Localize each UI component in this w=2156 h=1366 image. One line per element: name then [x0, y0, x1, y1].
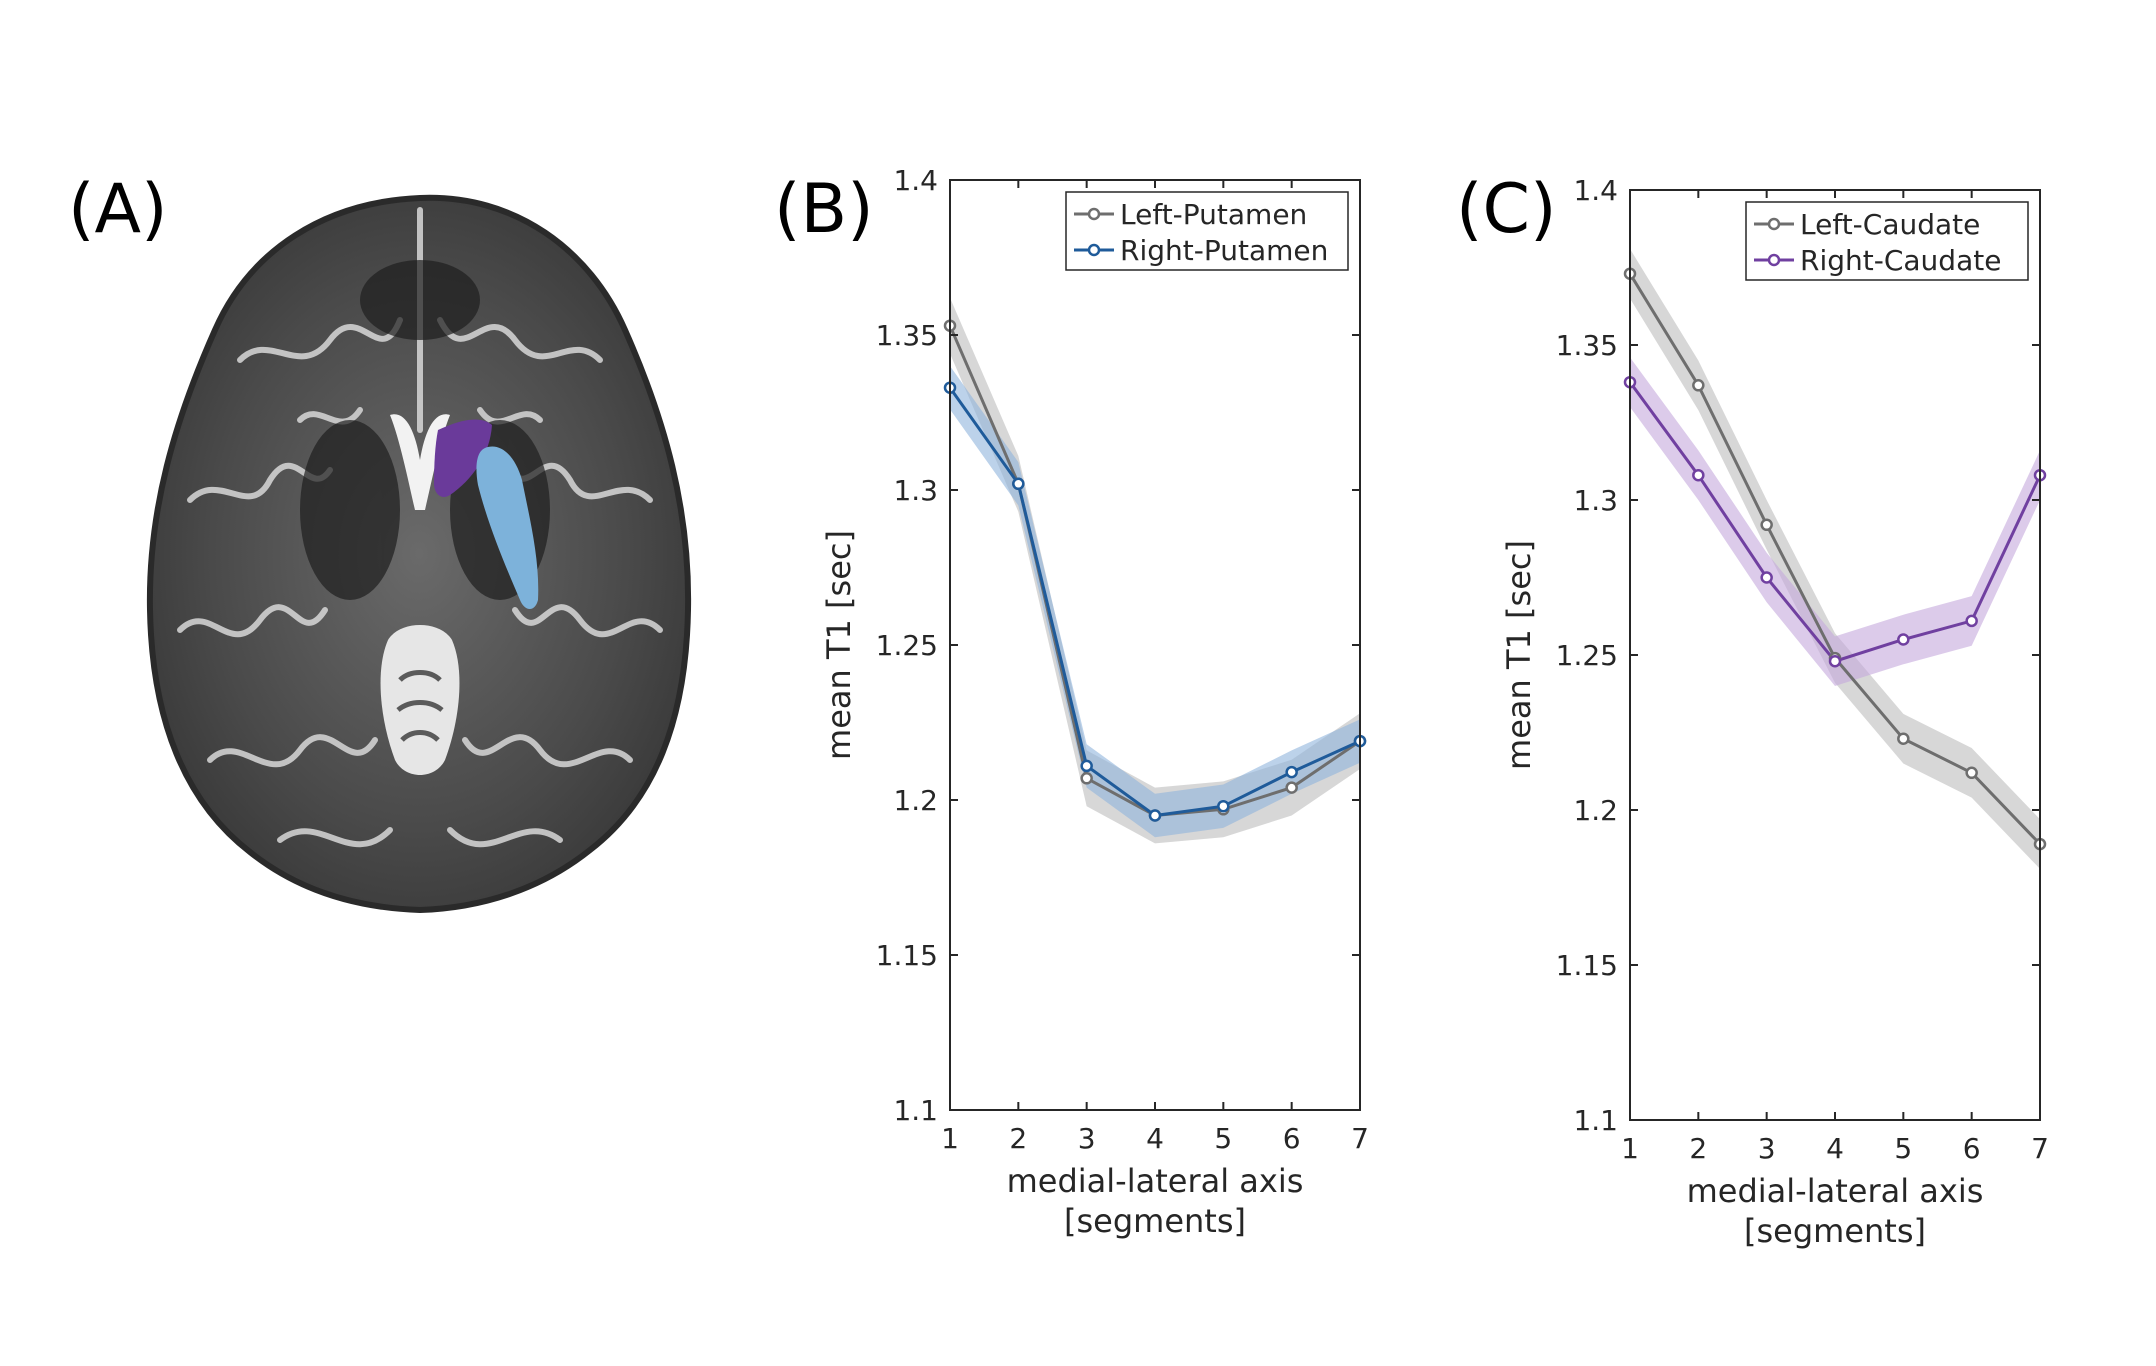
- chart-c-legend-marker: [1767, 253, 1781, 267]
- chart-b-series-0-error-band: [950, 297, 1360, 844]
- chart-b-xtick-label: 4: [1146, 1122, 1164, 1155]
- chart-c-series-1-point: [1828, 654, 1842, 668]
- chart-b-xlabel-units: [segments]: [1064, 1202, 1246, 1240]
- chart-c-xtick-label: 3: [1758, 1132, 1776, 1165]
- chart-b-series-0-point: [1285, 781, 1298, 794]
- caudate-region: [434, 419, 492, 497]
- chart-b-xtick-label: 5: [1214, 1122, 1232, 1155]
- brain-outline: [146, 194, 692, 914]
- chart-c-series-0-point: [1760, 518, 1773, 532]
- chart-c-xtick-label: 4: [1826, 1132, 1844, 1165]
- chart-b-legend-marker: [1087, 243, 1101, 257]
- chart-b-xtick-label: 2: [1009, 1122, 1027, 1155]
- chart-c-ytick-label: 1.25: [1556, 639, 1618, 672]
- chart-c-legend-box: [1745, 201, 2029, 281]
- chart-c-ytick-label: 1.1: [1573, 1104, 1618, 1137]
- chart-c-xtick-label: 5: [1894, 1132, 1912, 1165]
- chart-c-ytick-label: 1.2: [1573, 794, 1618, 827]
- chart-b-series-1-point: [1012, 477, 1025, 491]
- chart-b-series-0-point: [1080, 772, 1093, 785]
- chart-c-xtick-label: 7: [2031, 1132, 2049, 1165]
- chart-c-series-1-error-band: [1630, 357, 2040, 686]
- chart-b-ytick-label: 1.15: [876, 939, 938, 972]
- chart-c-xtick-label: 2: [1689, 1132, 1707, 1165]
- chart-b-xtick-label: 1: [941, 1122, 959, 1155]
- chart-b-ytick-label: 1.4: [893, 164, 938, 197]
- chart-c-series-0-point: [1692, 379, 1705, 392]
- chart-c-xlabel-units: [segments]: [1744, 1212, 1926, 1250]
- chart-b-legend-box: [1065, 191, 1349, 271]
- ventricle-frontal: [390, 414, 450, 510]
- chart-b-xlabel: medial-lateral axis: [1007, 1162, 1304, 1200]
- chart-b-xtick-label: 7: [1351, 1122, 1369, 1155]
- chart-c-xtick-label: 1: [1621, 1132, 1639, 1165]
- chart-c-series-1-point: [1897, 633, 1910, 646]
- chart-b-series-1-error-band: [950, 366, 1360, 838]
- chart-c-series-1-point: [1692, 468, 1705, 482]
- chart-b-series-0-line: [948, 325, 1361, 818]
- chart-c: 1.1 1.15 1.2 1.25 1.3 1.35 1.4 1 2 3 4 5 6 7 mean T1…: [1500, 174, 2049, 1250]
- chart-b-series-1-point: [1080, 759, 1093, 773]
- chart-c-ytick-label: 1.4: [1573, 174, 1618, 207]
- chart-c-series-0-point: [1965, 766, 1978, 780]
- panel-label-a: (A): [68, 170, 168, 249]
- panel-label-b: (B): [774, 170, 874, 249]
- chart-b-legend-label: Left-Putamen: [1120, 198, 1307, 231]
- chart-b-ytick-label: 1.1: [893, 1094, 938, 1127]
- chart-c-legend-label: Left-Caudate: [1800, 208, 1980, 241]
- chart-b-axes-box: [949, 179, 1361, 1111]
- chart-c-series-0-error-band: [1630, 248, 2040, 869]
- chart-c-legend-label: Right-Caudate: [1800, 244, 2001, 277]
- chart-c-series-1-point: [1965, 614, 1978, 628]
- chart-b-ylabel: mean T1 [sec]: [820, 530, 858, 760]
- chart-c-xlabel: medial-lateral axis: [1687, 1172, 1984, 1210]
- chart-c-legend-marker: [1767, 217, 1781, 231]
- chart-c-ylabel: mean T1 [sec]: [1500, 540, 1538, 770]
- chart-c-ytick-label: 1.3: [1573, 484, 1618, 517]
- chart-b: 1.1 1.15 1.2 1.25 1.3 1.35 1.4 1 2 3 4 5 6 7 mean T1…: [820, 164, 1369, 1240]
- chart-b-ytick-label: 1.35: [876, 319, 938, 352]
- chart-c-series-1-point: [1760, 571, 1773, 584]
- chart-b-ytick-label: 1.25: [876, 629, 938, 662]
- chart-b-ytick-label: 1.2: [893, 784, 938, 817]
- chart-b-xtick-label: 6: [1283, 1122, 1301, 1155]
- panel-label-c: (C): [1456, 170, 1557, 249]
- chart-b-xtick-label: 3: [1078, 1122, 1096, 1155]
- chart-c-series-0-point: [1897, 732, 1910, 745]
- chart-c-ytick-label: 1.35: [1556, 329, 1618, 362]
- chart-c-xtick-label: 6: [1963, 1132, 1981, 1165]
- chart-b-series-1-point: [1148, 809, 1162, 822]
- putamen-region: [476, 446, 539, 609]
- chart-b-legend-marker: [1087, 207, 1101, 221]
- chart-b-ytick-label: 1.3: [893, 474, 938, 507]
- chart-b-series-1-point: [1285, 765, 1298, 779]
- chart-b-legend-label: Right-Putamen: [1120, 234, 1328, 267]
- chart-c-ytick-label: 1.15: [1556, 949, 1618, 982]
- brain-mri-image: [146, 194, 692, 914]
- chart-b-series-1-point: [1217, 799, 1230, 813]
